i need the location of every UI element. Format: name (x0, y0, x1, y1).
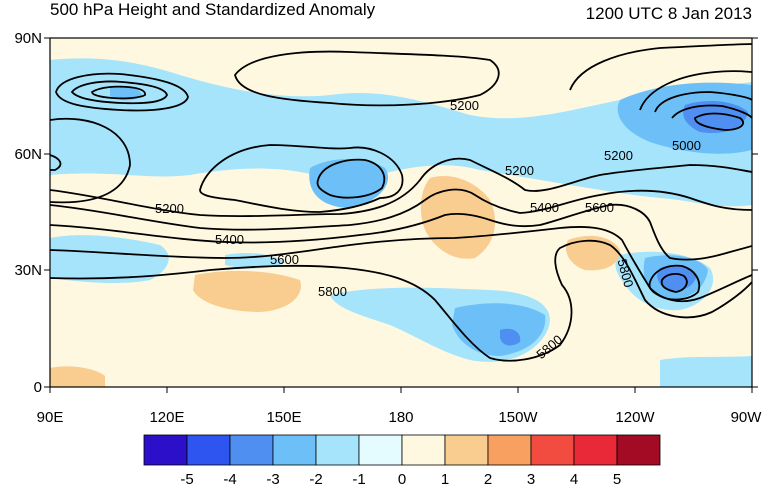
contour-label: 5200 (450, 98, 479, 113)
lat-label: 30N (14, 262, 42, 279)
colorbar-swatch (143, 434, 188, 466)
colorbar-label: -2 (309, 471, 322, 488)
lon-label: 90W (731, 409, 763, 426)
contour-label: 5600 (270, 252, 299, 267)
colorbar-label: 0 (398, 471, 406, 488)
colorbar-swatch (401, 434, 446, 466)
colorbar-swatch (487, 434, 532, 466)
height-contours (50, 43, 752, 362)
moderate-negative-shading (110, 82, 752, 356)
contour-label: 5800 (615, 257, 637, 289)
lat-label: 90N (14, 30, 42, 47)
contour-label: 5600 (585, 200, 614, 215)
colorbar-swatch (444, 434, 489, 466)
contour-label: 5400 (215, 232, 244, 247)
lon-label: 180 (388, 409, 413, 426)
colorbar-label: 3 (527, 471, 535, 488)
colorbar-label: 4 (570, 471, 578, 488)
lon-label: 120W (615, 409, 655, 426)
lon-ticks (49, 387, 753, 393)
colorbar-swatch (229, 434, 274, 466)
contour-label: 5000 (672, 138, 701, 153)
lat-ticks (44, 37, 758, 388)
contour-label: 5400 (530, 200, 559, 215)
contour-label: 5200 (155, 201, 184, 216)
colorbar-label: 1 (441, 471, 449, 488)
lon-label: 90E (37, 409, 64, 426)
colorbar-swatch (186, 434, 231, 466)
colorbar-swatch (616, 434, 661, 466)
contour-label: 5800 (318, 284, 347, 299)
lon-label: 120E (149, 409, 184, 426)
colorbar-label: -5 (180, 471, 193, 488)
lon-label: 150W (498, 409, 538, 426)
colorbar-swatch (358, 434, 403, 466)
lat-label: 60N (14, 146, 42, 163)
lat-label: 0 (34, 379, 42, 396)
contour-label: 5200 (505, 163, 534, 178)
colorbar: -5 -4 -3 -2 -1 0 1 2 3 4 5 (143, 434, 661, 488)
colorbar-swatch (272, 434, 317, 466)
map-datetime: 1200 UTC 8 Jan 2013 (585, 4, 752, 23)
colorbar-swatch (530, 434, 575, 466)
colorbar-label: -3 (266, 471, 279, 488)
lon-label: 150E (266, 409, 301, 426)
colorbar-label: 5 (613, 471, 621, 488)
colorbar-label: -1 (352, 471, 365, 488)
colorbar-label: 2 (484, 471, 492, 488)
contour-label: 5200 (604, 148, 633, 163)
colorbar-label: -4 (223, 471, 236, 488)
map-title: 500 hPa Height and Standardized Anomaly (50, 0, 376, 19)
colorbar-swatch (315, 434, 360, 466)
colorbar-swatch (573, 434, 618, 466)
